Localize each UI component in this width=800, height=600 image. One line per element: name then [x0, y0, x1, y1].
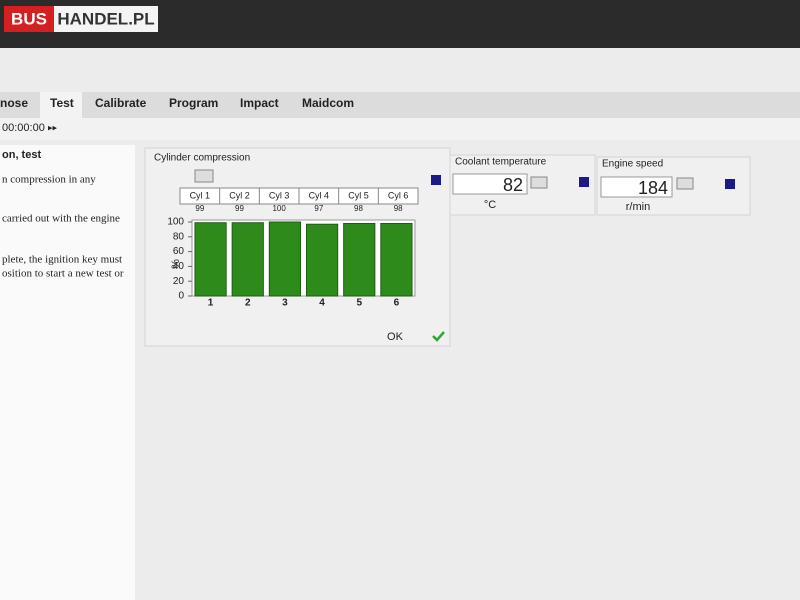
bar: [231, 222, 264, 297]
scroll-button[interactable]: [530, 176, 548, 189]
x-tick-label: 4: [319, 298, 325, 309]
logo-box: [4, 6, 54, 32]
logo-panel: [54, 6, 158, 32]
y-tick-label: 40: [173, 261, 185, 272]
select-icon[interactable]: [579, 177, 589, 187]
coolant-box: [452, 173, 528, 195]
bar: [194, 222, 227, 297]
table-header: Cyl 3: [269, 190, 290, 200]
tab[interactable]: Maidcom: [302, 96, 354, 110]
x-tick-label: 3: [282, 298, 288, 309]
play-icon[interactable]: ▸▸: [48, 122, 58, 132]
left-line: plete, the ignition key must: [2, 254, 122, 266]
table-header: Cyl 6: [388, 190, 409, 200]
bar: [268, 221, 302, 297]
table-value: 99: [195, 204, 204, 213]
plot-area: [191, 219, 416, 297]
coolant-value: 82: [503, 175, 523, 195]
tab[interactable]: Impact: [240, 96, 279, 110]
table-value: 97: [314, 204, 323, 213]
select-icon[interactable]: [431, 175, 441, 185]
left-line: n compression in any: [2, 174, 96, 186]
tab[interactable]: Program: [169, 96, 218, 110]
ok-button[interactable]: OK: [387, 331, 404, 343]
coolant-label: Coolant temperature: [455, 157, 547, 168]
table-value: 99: [235, 204, 244, 213]
engine-box: [600, 176, 673, 198]
y-tick-label: 60: [173, 246, 185, 257]
x-tick-label: 2: [245, 298, 251, 309]
left-panel: [0, 145, 135, 600]
engine-unit: r/min: [626, 201, 650, 213]
tab[interactable]: nose: [0, 96, 28, 110]
engine-label: Engine speed: [602, 159, 663, 170]
coolant-unit: °C: [484, 199, 496, 211]
logo-text: HANDEL.PL: [57, 9, 154, 28]
tab-bar: [0, 92, 800, 118]
bar: [343, 222, 376, 297]
table-header: Cyl 4: [309, 190, 330, 200]
toolbar: [0, 118, 800, 140]
left-title: on, test: [2, 149, 41, 161]
time: 00:00:00: [2, 122, 45, 134]
table-header: Cyl 1: [190, 190, 211, 200]
bar: [305, 223, 339, 297]
scroll-button[interactable]: [676, 177, 694, 190]
table-value: 100: [272, 204, 286, 213]
y-tick-label: 100: [167, 217, 184, 228]
y-tick-label: 0: [178, 291, 184, 302]
x-tick-label: 6: [394, 298, 400, 309]
tab[interactable]: Test: [50, 96, 74, 110]
y-tick-label: 80: [173, 231, 185, 242]
table-header: Cyl 5: [348, 190, 369, 200]
active-tab-bg: [40, 92, 82, 118]
table-value: 98: [394, 204, 403, 213]
engine-value: 184: [638, 178, 668, 198]
left-line: carried out with the engine: [2, 213, 120, 225]
select-icon[interactable]: [725, 179, 735, 189]
check-icon: [432, 331, 445, 342]
tab[interactable]: Calibrate: [95, 96, 147, 110]
table-header: Cyl 2: [229, 190, 250, 200]
chart-title: Cylinder compression: [154, 153, 250, 164]
table-value: 98: [354, 204, 363, 213]
x-tick-label: 1: [208, 298, 214, 309]
y-tick-label: 20: [173, 276, 185, 287]
logo-red: BUS: [11, 9, 47, 28]
scroll-button[interactable]: [194, 169, 214, 183]
bar: [380, 222, 413, 297]
x-tick-label: 5: [356, 298, 362, 309]
y-axis-label: %: [170, 259, 182, 269]
left-line: osition to start a new test or: [2, 268, 124, 280]
